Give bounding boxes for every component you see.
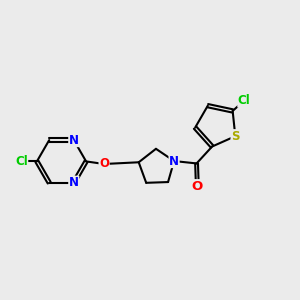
Text: S: S [231,130,240,143]
Text: Cl: Cl [238,94,250,107]
Text: Cl: Cl [15,155,28,168]
Text: N: N [69,134,79,147]
Text: N: N [169,154,179,167]
Text: O: O [192,180,203,193]
Text: N: N [69,176,79,189]
Text: O: O [99,157,109,170]
